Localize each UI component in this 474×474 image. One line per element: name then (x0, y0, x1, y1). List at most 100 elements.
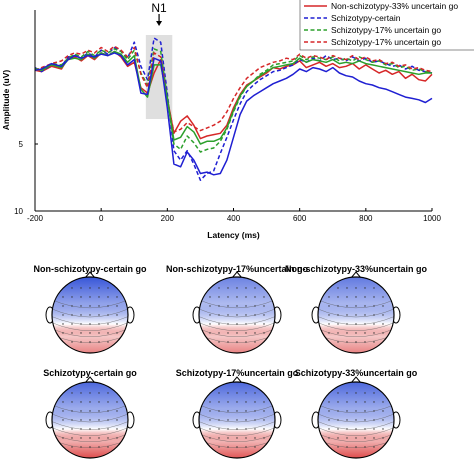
electrode (245, 428, 247, 430)
electrode (218, 437, 220, 439)
electrode (373, 419, 375, 421)
electrode (355, 332, 357, 334)
electrode (254, 446, 256, 448)
electrode (89, 410, 91, 412)
electrode (373, 446, 375, 448)
electrode (236, 410, 238, 412)
electrode (236, 287, 238, 289)
electrode (346, 314, 348, 316)
y-tick-label: 10 (14, 207, 23, 216)
electrode (227, 419, 229, 421)
topomap-title: Non-schizotypy-certain go (33, 264, 147, 274)
electrode (254, 305, 256, 307)
electrode (364, 419, 366, 421)
electrode (364, 446, 366, 448)
scalp-topomap (311, 376, 401, 459)
electrode (218, 314, 220, 316)
electrode (209, 305, 211, 307)
electrode (263, 332, 265, 334)
x-tick-label: 200 (161, 214, 175, 223)
electrode (328, 401, 330, 403)
electrode (346, 410, 348, 412)
electrode (337, 401, 339, 403)
electrode (62, 437, 64, 439)
electrode (355, 446, 357, 448)
electrode (209, 296, 211, 298)
x-tick-label: 1000 (423, 214, 441, 223)
electrode (364, 287, 366, 289)
electrode (89, 314, 91, 316)
electrode (218, 341, 220, 343)
electrode (80, 287, 82, 289)
electrode (218, 296, 220, 298)
electrode (116, 401, 118, 403)
electrode (227, 428, 229, 430)
electrode (328, 296, 330, 298)
electrode (263, 401, 265, 403)
electrode (364, 314, 366, 316)
electrode (116, 314, 118, 316)
electrode (364, 437, 366, 439)
electrode (328, 323, 330, 325)
electrode (346, 428, 348, 430)
electrode (218, 305, 220, 307)
electrode (62, 314, 64, 316)
electrode (355, 428, 357, 430)
electrode (227, 323, 229, 325)
electrode (382, 410, 384, 412)
contours (52, 404, 128, 448)
electrode (245, 410, 247, 412)
electrode (209, 437, 211, 439)
electrode (254, 341, 256, 343)
electrode (328, 428, 330, 430)
electrode (355, 392, 357, 394)
electrode (89, 446, 91, 448)
head-outline (198, 276, 276, 354)
electrode (364, 323, 366, 325)
electrode (227, 305, 229, 307)
electrode (98, 341, 100, 343)
electrode (62, 419, 64, 421)
electrode (227, 446, 229, 448)
electrode (373, 296, 375, 298)
electrode (328, 314, 330, 316)
electrode (245, 446, 247, 448)
electrode (254, 401, 256, 403)
electrode (62, 305, 64, 307)
electrode (337, 341, 339, 343)
electrode (89, 392, 91, 394)
electrode (254, 392, 256, 394)
electrode (337, 419, 339, 421)
electrode (364, 410, 366, 412)
electrode (71, 341, 73, 343)
electrode (373, 314, 375, 316)
electrode (245, 341, 247, 343)
electrode (80, 446, 82, 448)
electrode (337, 323, 339, 325)
electrode (227, 332, 229, 334)
electrode (107, 410, 109, 412)
series-line-4 (34, 45, 433, 133)
electrode (245, 323, 247, 325)
electrode (62, 410, 64, 412)
electrode (80, 437, 82, 439)
electrode (116, 437, 118, 439)
electrode (328, 419, 330, 421)
electrode (328, 305, 330, 307)
electrode (107, 341, 109, 343)
electrode (80, 314, 82, 316)
electrode (346, 401, 348, 403)
nose (350, 376, 362, 384)
electrode (98, 428, 100, 430)
electrode (337, 410, 339, 412)
electrode (71, 323, 73, 325)
electrode (98, 401, 100, 403)
series-line-2 (34, 37, 433, 181)
electrode (337, 446, 339, 448)
scalp-topomap (192, 271, 282, 354)
electrode (245, 392, 247, 394)
electrode (373, 332, 375, 334)
electrode (346, 419, 348, 421)
electrode (355, 314, 357, 316)
